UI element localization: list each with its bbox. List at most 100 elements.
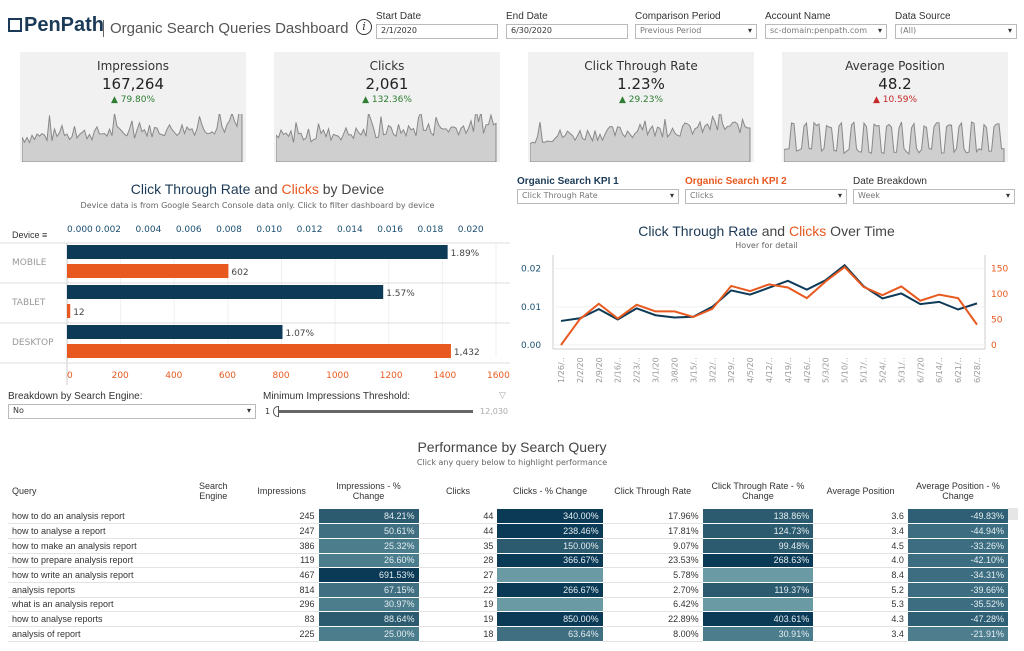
ctr-bar-label: 1.57% — [386, 289, 415, 299]
table-row[interactable]: what is an analysis report 296 30.97% 19 6.4… — [8, 597, 1008, 613]
cell-impressions: 119 — [244, 553, 319, 569]
cell-clicks-change — [497, 567, 603, 583]
cell-query[interactable]: how to write an analysis report — [8, 567, 182, 583]
clicks-tick-label: 1600 — [487, 371, 510, 381]
table-row[interactable]: how to analyse a report 247 50.61% 44 238.46… — [8, 523, 1008, 539]
column-header[interactable]: Average Position - % Change — [916, 481, 1000, 501]
cell-average-position-change: -21.91% — [907, 626, 1008, 642]
threshold-slider[interactable] — [275, 410, 473, 413]
clicks-tick-label: 200 — [112, 371, 129, 381]
cell-query[interactable]: what is an analysis report — [8, 597, 182, 613]
cell-search-engine — [181, 582, 245, 598]
cell-click-through-rate-change — [702, 597, 814, 613]
sparkline-area — [784, 121, 1005, 162]
table-row[interactable]: analysis reports 814 67.15% 22 266.67% 2.70% 1… — [8, 582, 1008, 598]
cell-query[interactable]: analysis reports — [8, 582, 182, 598]
kpi-selector-2: Date Breakdown Week — [853, 176, 1015, 204]
table-row[interactable]: how to make an analysis report 386 25.32% 3… — [8, 538, 1008, 554]
sparkline — [276, 114, 497, 162]
kpi-select[interactable]: Week — [853, 189, 1015, 204]
clicks-tick-label: 1000 — [326, 371, 349, 381]
column-header[interactable]: Click Through Rate — [614, 486, 692, 496]
clicks-tick-label: 0 — [67, 371, 73, 381]
table-row[interactable]: how to write an analysis report 467 691.53… — [8, 567, 1008, 583]
kpi-card[interactable]: Click Through Rate 1.23% ▲ 29.23% — [528, 52, 754, 162]
date-tick-label: 5/17/.. — [860, 357, 869, 383]
date-tick-label: 6/14/.. — [935, 357, 944, 383]
date-tick-label: 3/29/.. — [727, 357, 736, 383]
column-header[interactable]: Impressions — [257, 486, 306, 496]
cell-clicks: 19 — [418, 611, 498, 627]
cell-average-position: 4.5 — [813, 538, 908, 554]
table-row[interactable]: how to analyse reports 83 88.64% 19 850.00% 2… — [8, 611, 1008, 627]
breakdown-select[interactable]: No — [8, 404, 256, 419]
cell-click-through-rate: 8.00% — [602, 626, 703, 642]
cell-query[interactable]: how to prepare analysis report — [8, 553, 182, 569]
kpi-select[interactable]: Click Through Rate — [517, 189, 679, 204]
column-header[interactable]: Average Position — [826, 486, 895, 496]
device-label-mobile: MOBILE — [12, 258, 47, 268]
time-line-chart[interactable]: 0.00 0.01 0.02 0 50 100 150 1/26/.. 2/2/20 2/9/20… — [515, 255, 1024, 385]
cell-clicks: 28 — [418, 553, 498, 569]
cell-average-position: 5.2 — [813, 582, 908, 598]
info-icon[interactable]: i — [356, 19, 372, 35]
filter-icon[interactable]: ▽ — [499, 391, 506, 401]
table-row[interactable]: analysis of report 225 25.00% 18 63.64% 8.00%… — [8, 626, 1008, 642]
cell-query[interactable]: how to do an analysis report — [8, 509, 182, 525]
sparkline — [784, 121, 1005, 162]
cell-query[interactable]: how to analyse a report — [8, 523, 182, 539]
kpi-card[interactable]: Average Position 48.2 ▲ 10.59% — [782, 52, 1008, 162]
kpi-card[interactable]: Clicks 2,061 ▲ 132.36% — [274, 52, 500, 162]
date-tick-label: 5/31/.. — [897, 357, 906, 383]
cell-click-through-rate: 9.07% — [602, 538, 703, 554]
clicks-tick-label: 1200 — [380, 371, 403, 381]
cell-clicks-change: 366.67% — [497, 553, 603, 569]
cell-query[interactable]: how to analyse reports — [8, 611, 182, 627]
cell-impressions: 245 — [244, 509, 319, 525]
column-header[interactable]: Clicks - % Change — [513, 486, 588, 496]
date-tick-label: 6/21/.. — [954, 357, 963, 383]
column-header[interactable]: Click Through Rate - % Change — [711, 481, 805, 501]
sort-icon[interactable]: ≡ — [42, 230, 48, 240]
kpi-selector-1: Organic Search KPI 2 Clicks — [685, 176, 847, 204]
date-input[interactable]: 2/1/2020 — [376, 24, 498, 39]
filter-select[interactable]: Previous Period — [635, 24, 757, 39]
clicks-tick-label: 1400 — [433, 371, 456, 381]
clicks-bar — [67, 264, 229, 278]
date-tick-label: 2/23/.. — [633, 357, 642, 383]
cell-clicks: 44 — [418, 523, 498, 539]
cell-average-position-change: -49.83% — [907, 509, 1008, 525]
ctr-bar — [67, 245, 448, 259]
clicks-bar — [67, 304, 71, 318]
cell-impressions-change: 30.97% — [318, 597, 419, 613]
date-tick-label: 4/12/.. — [765, 357, 774, 383]
date-input[interactable]: 6/30/2020 — [506, 24, 628, 39]
column-header[interactable]: Query — [12, 486, 37, 496]
kpi-card[interactable]: Impressions 167,264 ▲ 79.80% — [20, 52, 246, 162]
cell-impressions: 814 — [244, 582, 319, 598]
cell-click-through-rate: 2.70% — [602, 582, 703, 598]
cell-query[interactable]: how to make an analysis report — [8, 538, 182, 554]
clicks-bar-label: 1,432 — [454, 348, 480, 358]
column-header[interactable]: Clicks — [445, 486, 470, 496]
kpi-select[interactable]: Clicks — [685, 189, 847, 204]
device-bar-chart[interactable]: 0.000 0.002 0.004 0.006 0.008 0.010 0.012 0.014… — [0, 215, 515, 385]
column-header[interactable]: Search Engine — [198, 481, 228, 501]
right-axis-tick: 0 — [991, 341, 997, 351]
slider-handle[interactable] — [273, 406, 279, 417]
cell-query[interactable]: analysis of report — [8, 626, 182, 642]
ctr-tick-label: 0.020 — [458, 225, 484, 235]
cell-average-position-change: -35.52% — [907, 597, 1008, 613]
cell-average-position: 4.3 — [813, 611, 908, 627]
filter-select[interactable]: sc-domain:penpath.com — [765, 24, 887, 39]
device-header[interactable]: Device ≡ — [12, 230, 48, 240]
column-header[interactable]: Impressions - % Change — [336, 481, 401, 501]
filter-select[interactable]: (All) — [895, 24, 1017, 39]
cell-average-position: 8.4 — [813, 567, 908, 583]
clicks-bar-label: 12 — [73, 308, 84, 318]
cell-search-engine — [181, 538, 245, 554]
table-row[interactable]: how to prepare analysis report 119 26.60% 2… — [8, 553, 1008, 569]
cell-search-engine — [181, 553, 245, 569]
table-scrollbar[interactable] — [1008, 508, 1018, 520]
table-row[interactable]: how to do an analysis report 245 84.21% 44 3… — [8, 509, 1008, 525]
